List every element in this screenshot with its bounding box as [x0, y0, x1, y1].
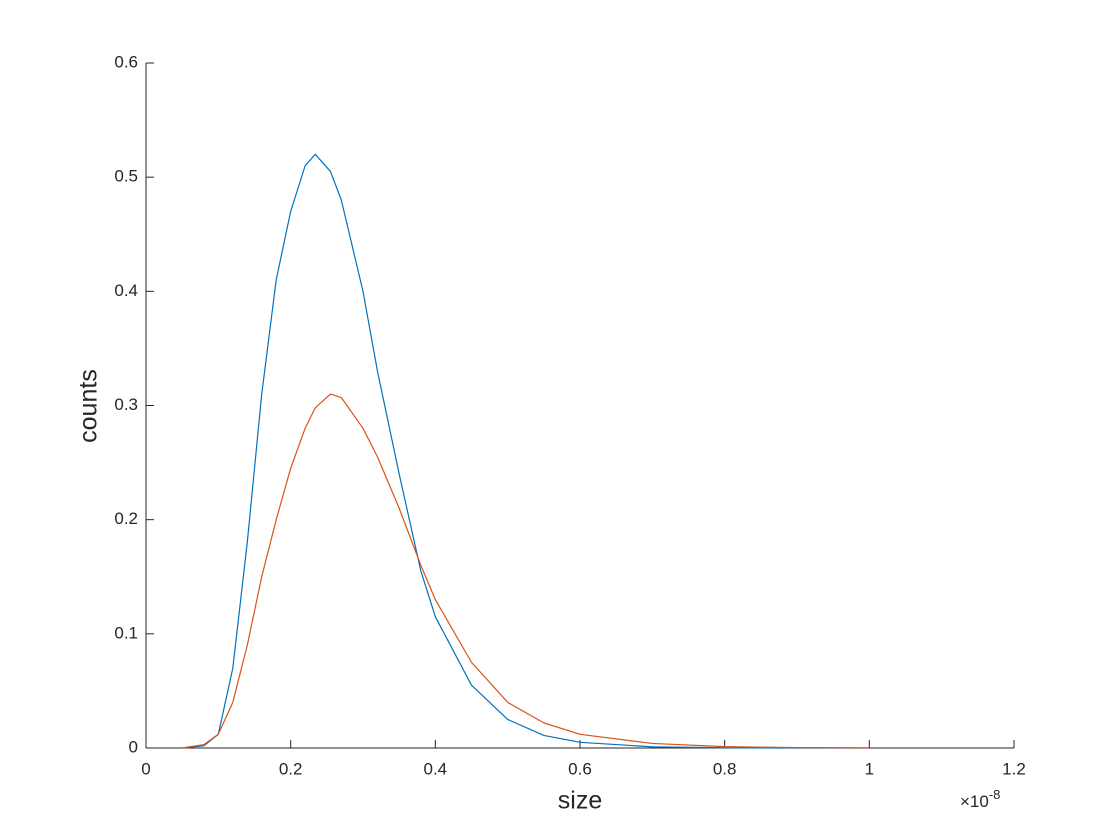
y-tick-label: 0.1 [114, 623, 138, 642]
x-tick-label: 0.6 [568, 759, 592, 778]
x-multiplier-exponent: -8 [989, 787, 1001, 802]
y-tick-label: 0 [129, 737, 138, 756]
x-multiplier-base: ×10 [960, 792, 989, 811]
data-line [182, 393, 870, 749]
x-tick-label: 0 [141, 759, 150, 778]
x-axis-title: size [558, 787, 602, 815]
x-tick-label: 0.2 [279, 759, 303, 778]
x-multiplier: ×10-8 [960, 787, 1000, 811]
x-tick-label: 1 [865, 759, 874, 778]
y-tick-label: 0.2 [114, 509, 138, 528]
x-tick-label: 0.4 [424, 759, 448, 778]
y-tick-label: 0.6 [114, 52, 138, 71]
x-tick-label: 0.8 [713, 759, 737, 778]
data-line [182, 153, 870, 749]
x-tick-label: 1.2 [1002, 759, 1026, 778]
y-tick-label: 0.4 [114, 281, 138, 300]
y-tick-label: 0.5 [114, 167, 138, 186]
y-tick-label: 0.3 [114, 395, 138, 414]
y-axis-title: counts [75, 369, 103, 443]
